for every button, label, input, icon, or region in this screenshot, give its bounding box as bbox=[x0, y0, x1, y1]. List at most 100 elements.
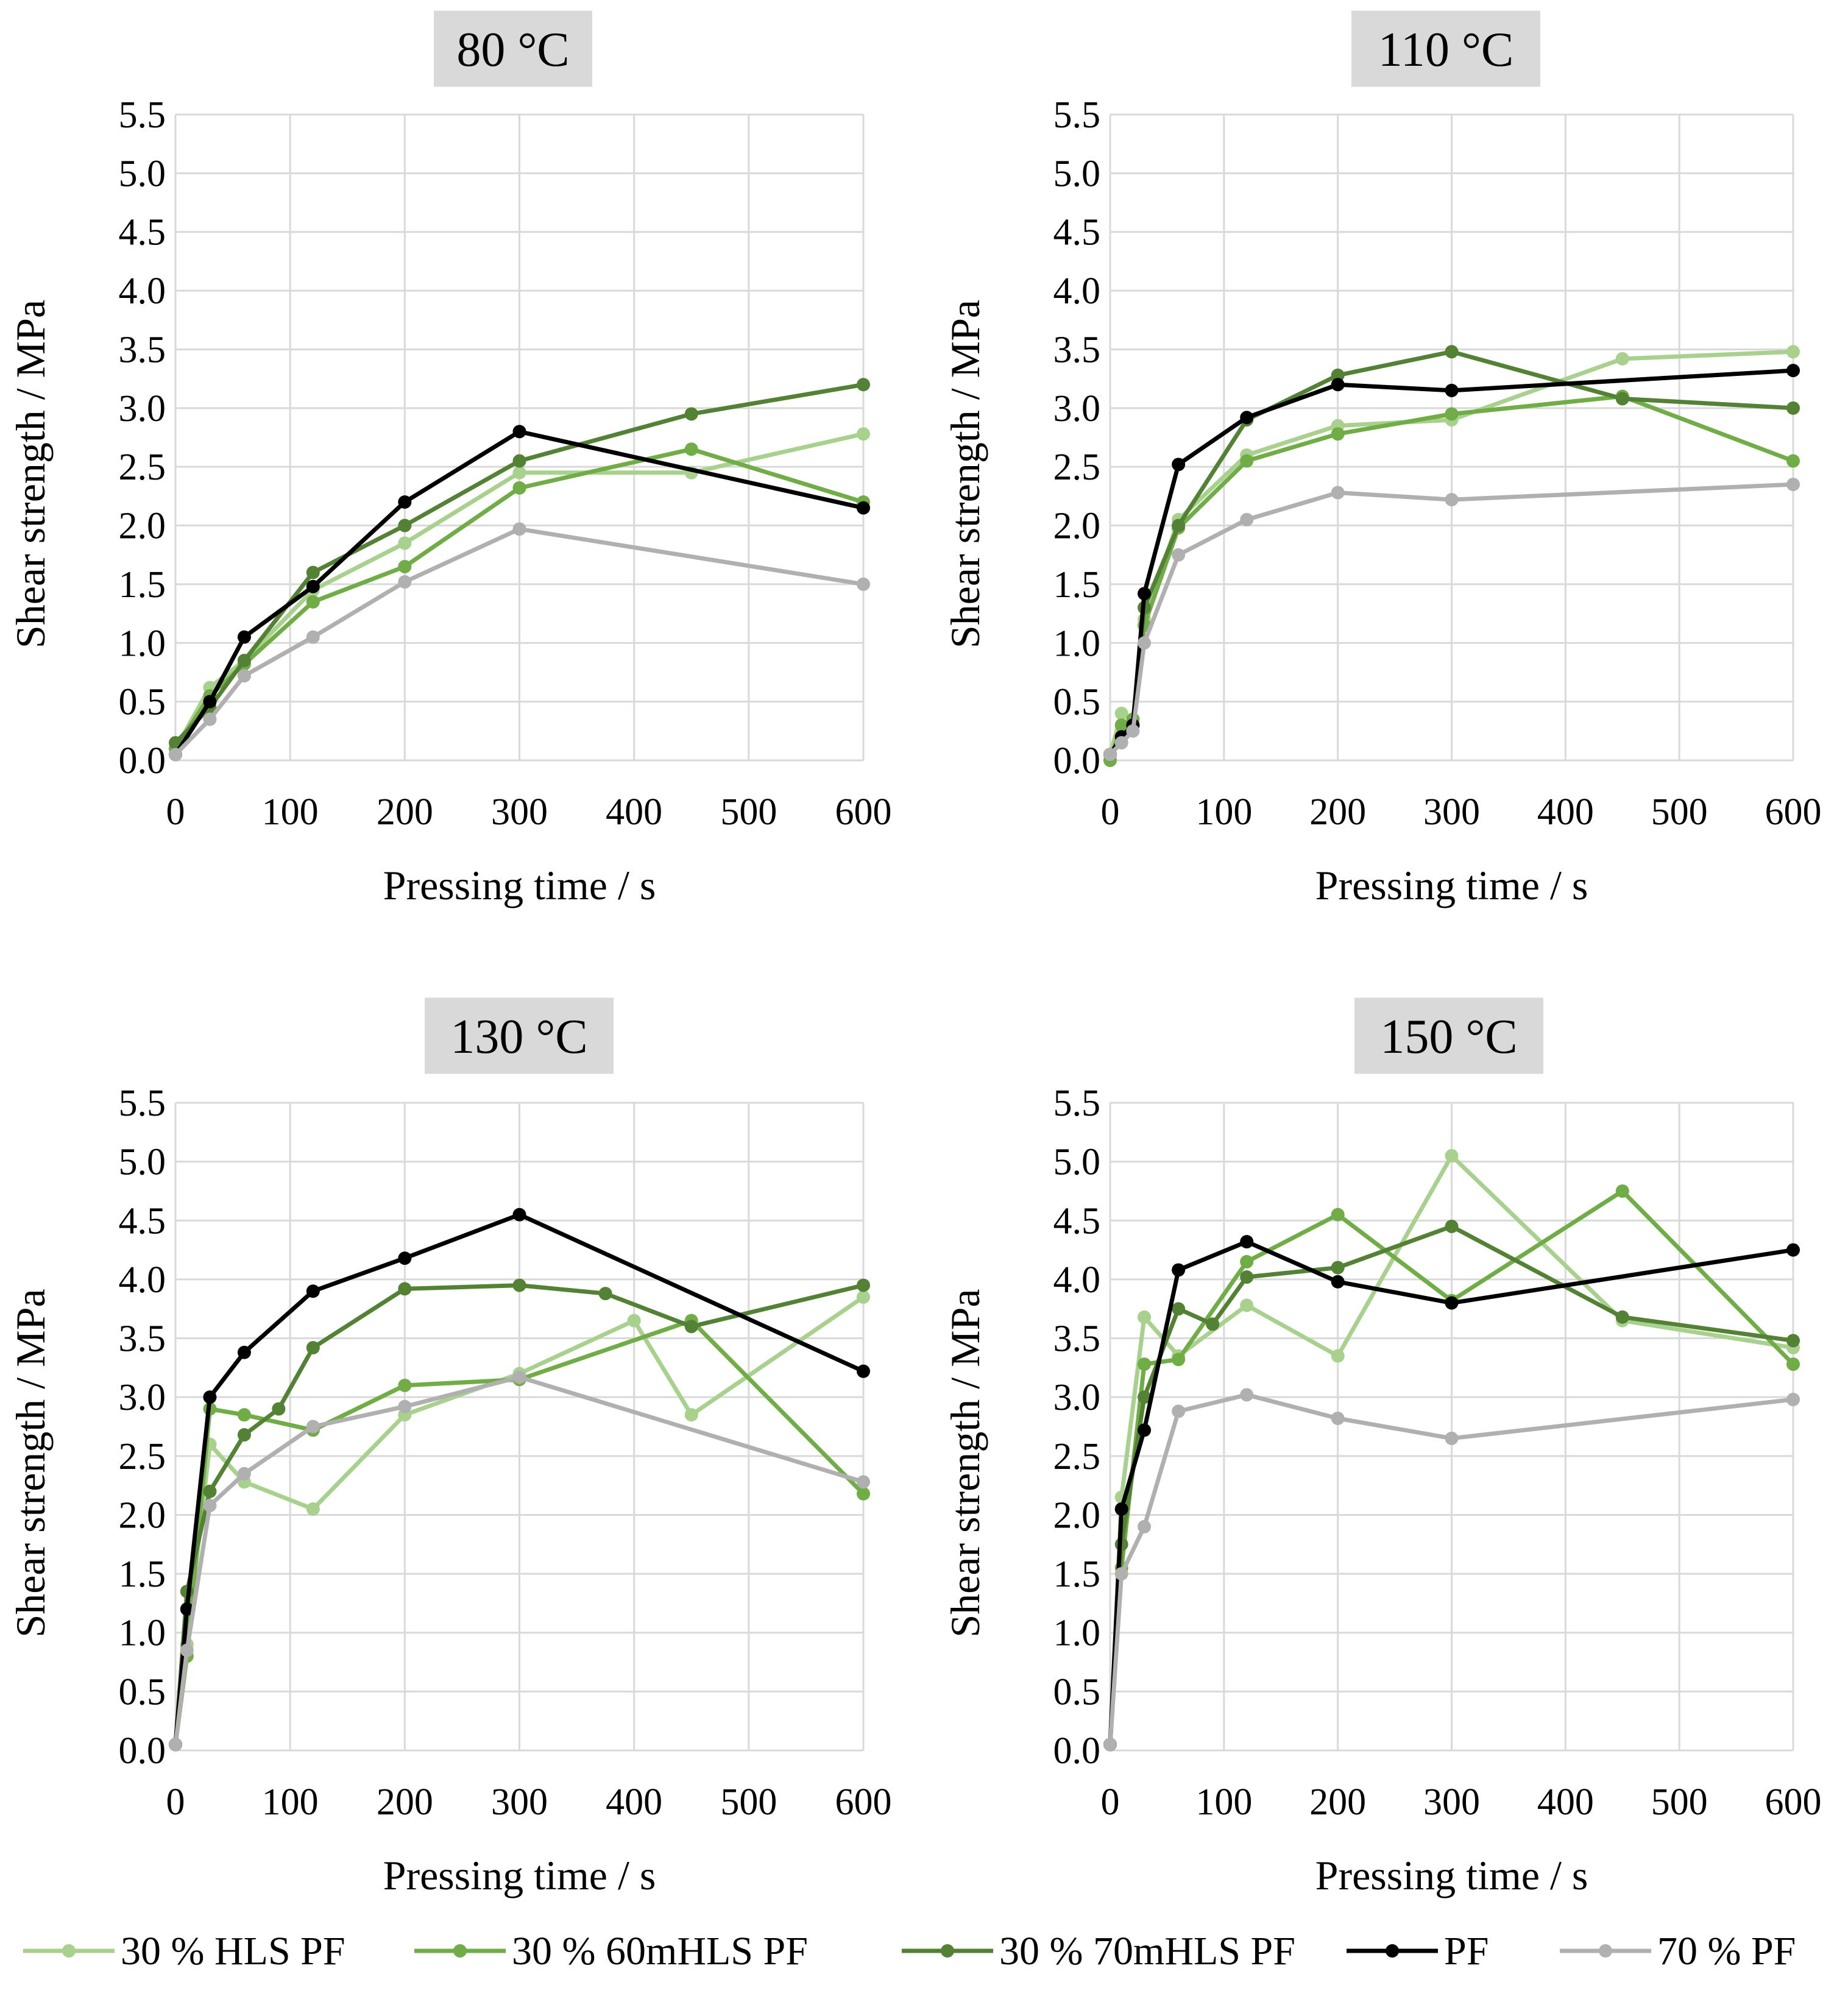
y-tick-label: 1.5 bbox=[119, 564, 166, 606]
chart-title: 110 °C bbox=[1378, 23, 1513, 77]
y-tick-label: 1.5 bbox=[119, 1554, 166, 1595]
x-tick-label: 0 bbox=[166, 1781, 185, 1823]
y-tick-label: 1.5 bbox=[1053, 1554, 1101, 1595]
x-tick-label: 400 bbox=[1537, 1781, 1594, 1823]
x-tick-label: 600 bbox=[835, 791, 892, 833]
y-tick-label: 0.0 bbox=[1053, 740, 1101, 782]
chart-panel-130c: 0.0 0.5 1.0 1.5 2.0 2.5 3.0 3.5 4.0 4.5 5.0 5.5 0 10… bbox=[7, 997, 892, 1898]
data-point bbox=[857, 1290, 870, 1304]
data-point bbox=[1138, 1520, 1152, 1534]
data-point bbox=[1206, 1317, 1220, 1331]
y-tick-label: 3.5 bbox=[119, 329, 166, 370]
data-point bbox=[857, 1487, 870, 1501]
x-tick-label: 400 bbox=[606, 1781, 662, 1823]
data-point bbox=[237, 1408, 251, 1422]
series-lines bbox=[1103, 345, 1800, 767]
y-tick-label: 5.5 bbox=[1053, 1083, 1101, 1124]
data-point bbox=[237, 1428, 251, 1442]
x-tick-label: 100 bbox=[1195, 791, 1252, 833]
y-ticks: 0.0 0.5 1.0 1.5 2.0 2.5 3.0 3.5 4.0 4.5 5.0 5.5 bbox=[1053, 1083, 1101, 1772]
data-point bbox=[1103, 748, 1117, 762]
data-point bbox=[1114, 736, 1128, 750]
y-ticks: 0.0 0.5 1.0 1.5 2.0 2.5 3.0 3.5 4.0 4.5 5.0 5.5 bbox=[1053, 94, 1101, 782]
title-box: 110 °C bbox=[1351, 10, 1540, 87]
data-point bbox=[1445, 1219, 1459, 1233]
y-ticks: 0.0 0.5 1.0 1.5 2.0 2.5 3.0 3.5 4.0 4.5 5.0 5.5 bbox=[119, 94, 166, 782]
series-lines bbox=[169, 1208, 870, 1752]
x-tick-label: 300 bbox=[491, 1781, 548, 1823]
data-point bbox=[1331, 1261, 1345, 1275]
data-point bbox=[1172, 458, 1186, 472]
data-point bbox=[203, 1390, 217, 1404]
x-ticks: 0 100 200 300 400 500 600 bbox=[1101, 791, 1822, 833]
y-tick-label: 4.5 bbox=[119, 1200, 166, 1242]
x-tick-label: 500 bbox=[1651, 791, 1708, 833]
series-lines bbox=[169, 378, 870, 762]
data-point bbox=[1240, 512, 1254, 526]
legend-marker bbox=[941, 1944, 954, 1958]
y-tick-label: 2.0 bbox=[1053, 1495, 1101, 1536]
data-point bbox=[627, 1314, 641, 1328]
data-point bbox=[512, 1208, 526, 1222]
chart-title: 130 °C bbox=[450, 1010, 587, 1064]
x-tick-label: 100 bbox=[262, 791, 319, 833]
gridlines bbox=[1109, 1102, 1794, 1752]
x-tick-label: 500 bbox=[720, 791, 777, 833]
chart-title: 150 °C bbox=[1380, 1010, 1517, 1064]
y-tick-label: 1.0 bbox=[119, 1613, 166, 1654]
series-30-pct-70mhls-pf bbox=[169, 1278, 870, 1752]
data-point bbox=[1445, 407, 1459, 421]
chart-title-background bbox=[425, 997, 614, 1074]
data-point bbox=[1331, 1349, 1345, 1363]
data-point bbox=[1114, 1502, 1128, 1516]
y-tick-label: 5.5 bbox=[119, 1083, 166, 1124]
data-point bbox=[1445, 383, 1459, 397]
y-tick-label: 4.5 bbox=[119, 212, 166, 253]
data-point bbox=[398, 536, 412, 550]
data-point bbox=[1138, 636, 1152, 650]
x-tick-label: 600 bbox=[1765, 791, 1822, 833]
x-axis-label: Pressing time / s bbox=[383, 862, 656, 908]
series-line bbox=[173, 1375, 865, 1745]
data-point bbox=[1615, 1310, 1629, 1324]
data-point bbox=[1445, 345, 1459, 359]
data-point bbox=[1240, 454, 1254, 468]
data-point bbox=[306, 579, 320, 593]
data-point bbox=[1615, 352, 1629, 366]
data-point bbox=[1172, 1263, 1186, 1277]
x-tick-label: 600 bbox=[1765, 1781, 1822, 1823]
data-point bbox=[1240, 1270, 1254, 1284]
data-point bbox=[1240, 1388, 1254, 1402]
chart-panel-110c: 0.0 0.5 1.0 1.5 2.0 2.5 3.0 3.5 4.0 4.5 5.0 5.5 0 10… bbox=[942, 10, 1822, 908]
x-tick-label: 600 bbox=[835, 1781, 892, 1823]
data-point bbox=[306, 1284, 320, 1298]
data-point bbox=[684, 1320, 698, 1334]
y-tick-label: 4.0 bbox=[1053, 1259, 1101, 1301]
data-point bbox=[857, 577, 870, 591]
data-point bbox=[1240, 1235, 1254, 1249]
legend-label: PF bbox=[1444, 1929, 1489, 1973]
series-line bbox=[1108, 1392, 1794, 1745]
x-axis-label: Pressing time / s bbox=[383, 1852, 656, 1898]
data-point bbox=[857, 1475, 870, 1489]
data-point bbox=[237, 1467, 251, 1481]
chart-title-background bbox=[434, 10, 592, 87]
data-point bbox=[237, 630, 251, 644]
data-point bbox=[512, 425, 526, 439]
data-point bbox=[398, 495, 412, 509]
y-tick-label: 2.5 bbox=[119, 1436, 166, 1477]
x-axis-label: Pressing time / s bbox=[1315, 862, 1588, 908]
data-point bbox=[857, 1364, 870, 1378]
x-tick-label: 500 bbox=[720, 1781, 777, 1823]
legend-item-70-pf: 70 % PF bbox=[1560, 1929, 1796, 1973]
y-tick-label: 0.5 bbox=[119, 1671, 166, 1713]
data-point bbox=[1331, 1411, 1345, 1425]
data-point bbox=[1786, 364, 1800, 378]
y-tick-label: 5.0 bbox=[1053, 1142, 1101, 1183]
data-point bbox=[1331, 368, 1345, 382]
series-70-pct-pf bbox=[1103, 1388, 1800, 1752]
y-tick-label: 2.0 bbox=[1053, 506, 1101, 547]
y-tick-label: 3.0 bbox=[119, 388, 166, 430]
x-ticks: 0 100 200 300 400 500 600 bbox=[1101, 1781, 1822, 1823]
series-line bbox=[1108, 1239, 1794, 1745]
